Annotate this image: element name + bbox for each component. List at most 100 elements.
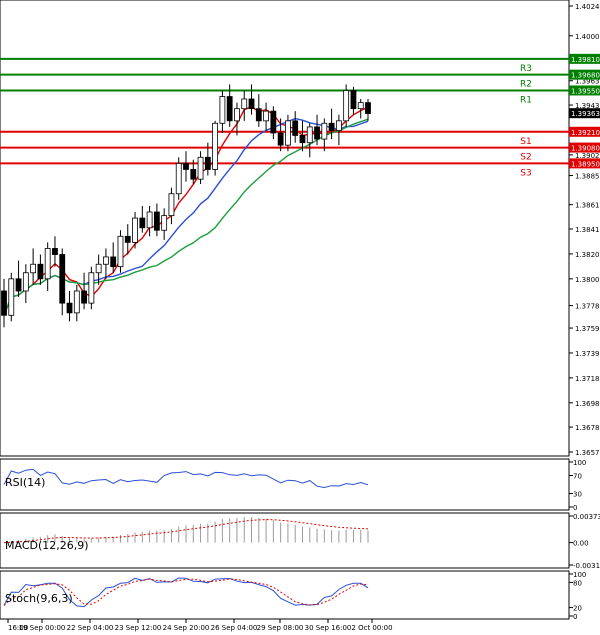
candle	[66, 290, 73, 322]
macd-signal-line	[3, 519, 369, 544]
candle	[146, 205, 153, 237]
macd-panel	[0, 512, 570, 569]
candle	[183, 151, 189, 182]
candle	[314, 114, 320, 146]
candle	[306, 123, 313, 158]
stoch-main-line	[3, 577, 369, 608]
candle	[299, 120, 306, 152]
price-tick-label: 1.38000	[575, 276, 600, 284]
price-tick-label: 1.36780	[575, 424, 600, 432]
candle	[175, 157, 182, 200]
candle	[168, 187, 175, 225]
candle	[263, 102, 269, 131]
candle	[219, 90, 226, 133]
time-tick-label: 29 Sep 08:00	[257, 624, 304, 632]
price-tick-label: 1.37780	[575, 303, 600, 311]
candle	[350, 86, 357, 115]
candle	[292, 111, 299, 143]
indicator-tick-label: 80	[573, 579, 582, 587]
price-tick-label: 1.36575	[575, 449, 600, 457]
time-tick-label: 23 Sep 12:00	[115, 624, 162, 632]
candle	[190, 159, 197, 185]
candle	[197, 151, 204, 185]
candle	[117, 230, 124, 273]
candle	[241, 90, 248, 121]
time-tick-label: 26 Sep 04:00	[211, 624, 258, 632]
price-tick-label: 1.38205	[575, 251, 600, 259]
time-tick-label: 30 Sep 16:00	[305, 624, 352, 632]
stoch-panel	[0, 570, 570, 620]
level-tag-value: 1.39080	[571, 145, 600, 153]
indicator-tick-label: 100	[573, 459, 586, 467]
price-tick-label: 1.37595	[575, 325, 600, 333]
candlesticks	[1, 84, 371, 328]
level-name-s2: S2	[520, 153, 531, 163]
price-tick-label: 1.37390	[575, 350, 600, 358]
candle	[81, 272, 87, 310]
candle	[103, 248, 109, 279]
candle	[285, 114, 291, 152]
candle	[110, 242, 117, 273]
price-tick-label: 1.37185	[575, 375, 600, 383]
candle	[357, 98, 364, 119]
indicator-tick-label: 70	[573, 473, 582, 481]
level-tag-value: 1.39810	[571, 56, 600, 64]
level-tag-bg	[569, 85, 600, 96]
level-tag-bg	[569, 158, 600, 169]
candle	[124, 224, 131, 255]
price-tick-label: 1.39430	[575, 102, 600, 110]
candle	[52, 236, 58, 267]
candle	[15, 260, 22, 298]
level-tag-bg	[569, 142, 600, 153]
candle	[139, 205, 146, 233]
candle	[8, 272, 15, 322]
candle	[1, 278, 7, 328]
level-name-r3: R3	[520, 64, 532, 74]
indicator-tick-label: 0	[573, 613, 577, 621]
candle	[161, 208, 168, 240]
candle	[255, 94, 262, 127]
level-tag-value: 1.39210	[571, 129, 600, 137]
rsi-chart: 100 70 30 0	[3, 459, 586, 512]
candle	[365, 98, 371, 121]
indicator-tick-label: 0.00	[573, 540, 589, 548]
indicator-tick-label: 0	[573, 504, 577, 512]
time-tick-label: 2 Oct 00:00	[351, 624, 392, 632]
price-tick-label: 1.39630	[575, 78, 600, 86]
price-tick-label: 1.38410	[575, 226, 600, 234]
indicator-tick-label: 0.003738	[573, 513, 600, 521]
candle	[335, 114, 342, 146]
level-tag-bg	[569, 69, 600, 80]
level-tag-value: 1.38950	[571, 160, 600, 168]
price-tick-label: 1.40000	[575, 33, 600, 41]
indicator-tick-label: -0.00315	[573, 562, 600, 570]
support-resistance-lines: R3 R2 R1 S1 S2 S3	[0, 57, 569, 178]
level-tag-bg	[569, 53, 600, 64]
candle	[343, 84, 350, 127]
candle	[204, 142, 211, 176]
price-tick-label: 1.40245	[575, 3, 600, 11]
candle	[248, 84, 255, 115]
candle	[234, 102, 240, 136]
level-tag-bg	[569, 126, 600, 137]
macd-label: MACD(12,26,9)	[5, 539, 89, 552]
current-price-value: 1.39363	[571, 110, 600, 118]
stoch-label: Stoch(9,6,3)	[5, 592, 73, 605]
time-tick-label: 24 Sep 20:00	[163, 624, 210, 632]
candle	[132, 211, 138, 249]
level-name-s1: S1	[520, 137, 531, 147]
candle	[226, 84, 233, 127]
level-name-r1: R1	[520, 95, 532, 105]
price-tick-label: 1.39020	[575, 152, 600, 160]
indicator-tick-label: 20	[573, 605, 582, 613]
price-tick-label: 1.38610	[575, 202, 600, 210]
candle	[73, 284, 80, 322]
candle	[212, 120, 219, 176]
candle	[270, 106, 277, 140]
candle	[95, 254, 102, 285]
level-tags: 1.39810 1.39680 1.39550 1.39210 1.39080 1.389…	[569, 53, 600, 169]
rsi-panel	[0, 458, 570, 511]
price-axis: 1.40245 1.40000 1.39630 1.39430 1.39020 1.388…	[569, 3, 600, 457]
indicator-tick-label: 100	[573, 571, 586, 579]
